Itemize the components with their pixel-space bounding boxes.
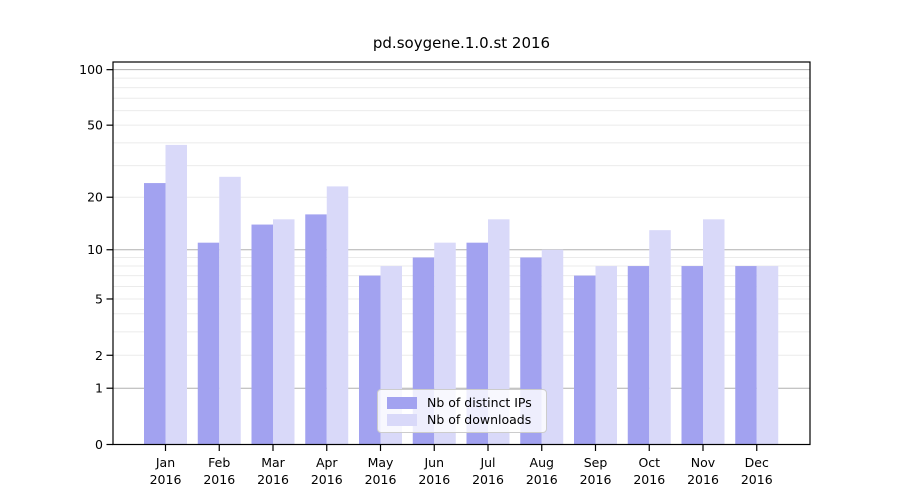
legend-swatch-distinct-ips <box>387 396 417 409</box>
x-tick-label-year: 2016 <box>418 472 450 487</box>
bar-ips-nov <box>681 266 703 445</box>
x-tick-label-month: Jul <box>479 455 495 470</box>
y-tick-label: 100 <box>79 62 103 77</box>
y-tick-label: 2 <box>95 348 103 363</box>
bar-downloads-sep <box>595 266 617 445</box>
legend-item-distinct-ips: Nb of distinct IPs <box>387 395 537 410</box>
legend-item-downloads: Nb of downloads <box>387 412 537 427</box>
x-tick-label-month: Nov <box>691 455 716 470</box>
bar-downloads-jan <box>165 144 187 445</box>
x-tick-label-year: 2016 <box>741 472 773 487</box>
y-tick-label: 5 <box>95 291 103 306</box>
x-tick-label-year: 2016 <box>311 472 343 487</box>
plot-frame <box>112 61 811 446</box>
x-tick-label-year: 2016 <box>580 472 612 487</box>
bar-ips-apr <box>305 214 327 445</box>
legend-label-distinct-ips: Nb of distinct IPs <box>427 395 532 410</box>
y-tick-label: 0 <box>95 437 103 452</box>
x-tick-label-year: 2016 <box>257 472 289 487</box>
bar-ips-sep <box>574 275 596 445</box>
x-tick-label-month: Mar <box>261 455 285 470</box>
x-tick-label-year: 2016 <box>365 472 397 487</box>
bar-downloads-jul <box>488 219 510 445</box>
x-tick-label-month: Apr <box>316 455 338 470</box>
bar-ips-oct <box>627 266 650 445</box>
x-tick-label-month: Oct <box>638 455 660 470</box>
x-tick-label-year: 2016 <box>472 472 504 487</box>
x-tick-label-year: 2016 <box>526 472 558 487</box>
x-tick-label-month: Sep <box>584 455 608 470</box>
bar-ips-may <box>359 275 381 445</box>
bar-downloads-aug <box>541 249 564 445</box>
x-tick-label-year: 2016 <box>633 472 665 487</box>
bar-downloads-feb <box>219 176 241 445</box>
legend-swatch-downloads <box>387 413 417 426</box>
x-tick-label-month: Feb <box>208 455 230 470</box>
x-tick-label-month: Aug <box>530 455 554 470</box>
legend-label-downloads: Nb of downloads <box>427 412 532 427</box>
x-tick-label-year: 2016 <box>203 472 235 487</box>
y-tick-label: 1 <box>95 381 103 396</box>
x-tick-label-year: 2016 <box>150 472 182 487</box>
x-tick-label-month: Dec <box>745 455 769 470</box>
bar-downloads-apr <box>326 186 349 445</box>
x-tick-label-month: Jun <box>423 455 444 470</box>
bar-ips-jan <box>144 183 166 445</box>
y-tick-label: 20 <box>87 190 103 205</box>
y-tick-label: 50 <box>87 118 103 133</box>
bar-downloads-nov <box>703 219 725 445</box>
bar-ips-feb <box>197 242 220 445</box>
legend: Nb of distinct IPs Nb of downloads <box>377 389 547 433</box>
x-tick-label-year: 2016 <box>687 472 719 487</box>
chart-title: pd.soygene.1.0.st 2016 <box>372 34 551 52</box>
bar-downloads-mar <box>273 219 295 445</box>
bar-downloads-dec <box>756 266 779 445</box>
x-tick-label-month: May <box>368 455 394 470</box>
bar-downloads-oct <box>649 230 671 445</box>
bar-ips-mar <box>251 224 273 445</box>
x-tick-label-month: Jan <box>155 455 175 470</box>
y-tick-label: 10 <box>87 242 103 257</box>
bar-ips-dec <box>735 266 757 445</box>
